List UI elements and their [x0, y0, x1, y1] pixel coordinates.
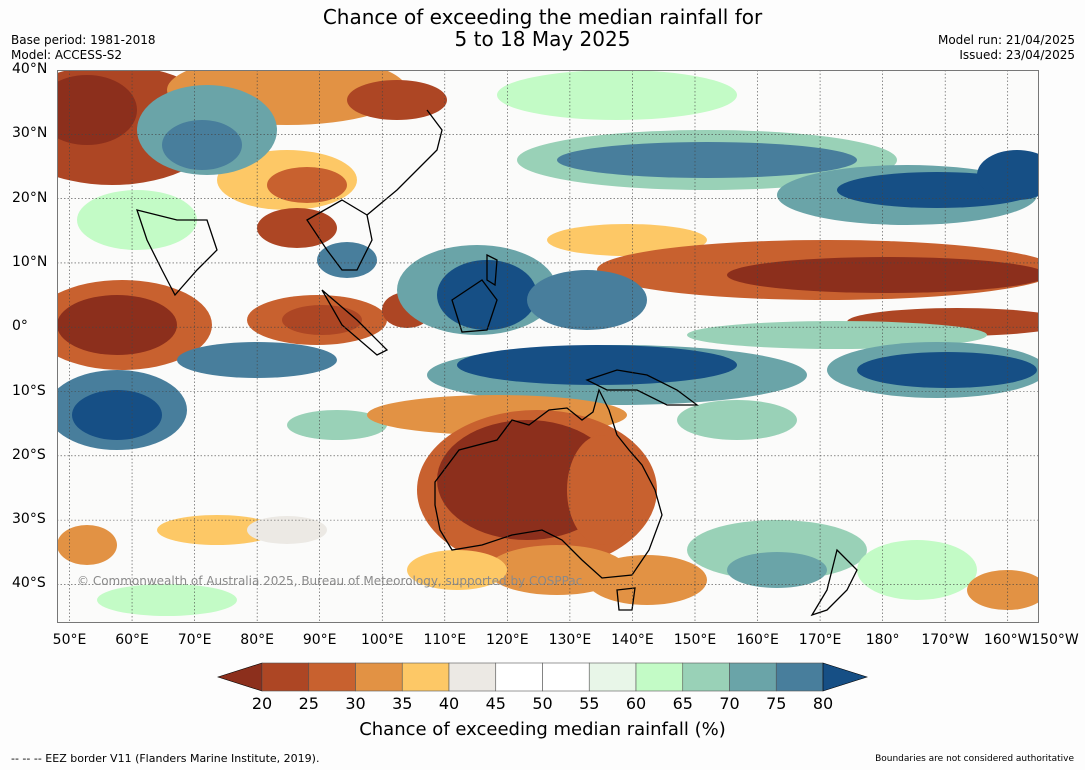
colorbar-cell: [448, 662, 497, 692]
colorbar-tick-label: 25: [298, 694, 319, 713]
colorbar-cell: [308, 662, 356, 692]
boundaries-disclaimer: Boundaries are not considered authoritat…: [875, 754, 1074, 764]
new-guinea-coastline: [585, 369, 699, 406]
colorbar-tick-label: 60: [625, 694, 647, 713]
colorbar-tick-label: 65: [672, 694, 693, 713]
longitude-label: 170°W: [921, 632, 969, 648]
longitude-label: 180°: [865, 632, 900, 648]
base-period-label: Base period: 1981-2018: [11, 33, 156, 47]
model-label: Model: ACCESS-S2: [11, 48, 123, 62]
india-coastline: [136, 209, 218, 297]
colorbar-tick-label: 20: [251, 694, 273, 713]
map-frame: [57, 70, 1039, 623]
latitude-label: 30°S: [12, 511, 46, 528]
longitude-label: 70°E: [177, 632, 212, 648]
map-title: Chance of exceeding the median rainfall …: [322, 5, 763, 29]
eez-border-note: -- -- -- EEZ border V11 (Flanders Marine…: [11, 752, 320, 765]
longitude-label: 140°E: [611, 632, 654, 648]
borneo-coastline: [451, 279, 498, 333]
colorbar-cell: [495, 662, 543, 692]
sumatra-coastline: [321, 289, 389, 356]
longitude-label: 130°E: [548, 632, 592, 648]
tasmania-coastline: [616, 587, 636, 611]
latitude-label: 10°N: [12, 253, 48, 270]
latitude-label: 0°: [12, 318, 28, 335]
rainfall-map-canvas: [57, 70, 1039, 623]
colorbar: [217, 662, 868, 692]
new-zealand-coastline: [810, 548, 858, 617]
colorbar-cell: [401, 662, 450, 692]
china-coastline: [366, 109, 443, 216]
map-subtitle-period: 5 to 18 May 2025: [454, 27, 631, 51]
latitude-label: 40°S: [12, 575, 46, 592]
model-run-label: Model run: 21/04/2025: [937, 33, 1075, 47]
colorbar-cell: [775, 662, 824, 692]
colorbar-cell: [682, 662, 730, 692]
longitude-label: 80°E: [240, 632, 274, 648]
colorbar-tick-label: 70: [719, 694, 740, 713]
longitude-label: 160°E: [736, 632, 779, 648]
australia-coastline: [434, 388, 663, 579]
latitude-label: 40°N: [12, 61, 48, 77]
colorbar-tick-label: 80: [812, 694, 834, 713]
issued-label: Issued: 23/04/2025: [959, 48, 1075, 62]
longitude-label: 110°E: [423, 632, 467, 648]
philippines-coastline: [486, 253, 498, 287]
colorbar-tick-label: 75: [766, 694, 787, 713]
longitude-label: 160°W: [983, 632, 1032, 648]
graticule: [57, 70, 1039, 623]
colorbar-cell: [355, 662, 403, 692]
longitude-label: 50°E: [52, 632, 87, 648]
colorbar-tick-label: 40: [438, 694, 460, 713]
rainfall-map: © Commonwealth of Australia 2025, Bureau…: [57, 70, 1039, 623]
longitude-label: 60°E: [115, 632, 149, 648]
rainfall-probability-fields: [57, 70, 1039, 616]
longitude-label: 150°E: [673, 632, 717, 648]
colorbar-tick-label: 35: [392, 694, 413, 713]
colorbar-cell: [729, 662, 777, 692]
longitude-label: 100°E: [360, 632, 404, 648]
colorbar-extend-arrow: [217, 662, 263, 692]
longitude-label: 120°E: [486, 632, 529, 648]
colorbar-cell: [635, 662, 684, 692]
longitude-label: 150°W: [1031, 632, 1079, 648]
colorbar-tick-label: 55: [579, 694, 600, 713]
longitude-label: 170°E: [798, 632, 842, 648]
copyright-notice: © Commonwealth of Australia 2025, Bureau…: [77, 574, 583, 588]
colorbar-title: Chance of exceeding median rainfall (%): [359, 719, 726, 740]
coastlines: [136, 109, 858, 617]
colorbar-tick-label: 30: [345, 694, 366, 713]
latitude-label: 30°N: [12, 125, 48, 142]
longitude-label: 90°E: [302, 632, 337, 648]
indochina-coastline: [306, 199, 373, 271]
latitude-label: 20°N: [12, 189, 48, 206]
latitude-label: 20°S: [12, 446, 46, 463]
colorbar-cell: [588, 662, 637, 692]
colorbar-cell: [261, 662, 310, 692]
latitude-label: 10°S: [12, 382, 46, 399]
colorbar-cell: [542, 662, 590, 692]
colorbar-tick-label: 45: [485, 694, 506, 713]
colorbar-extend-arrow: [822, 662, 868, 692]
colorbar-tick-label: 50: [532, 694, 553, 713]
